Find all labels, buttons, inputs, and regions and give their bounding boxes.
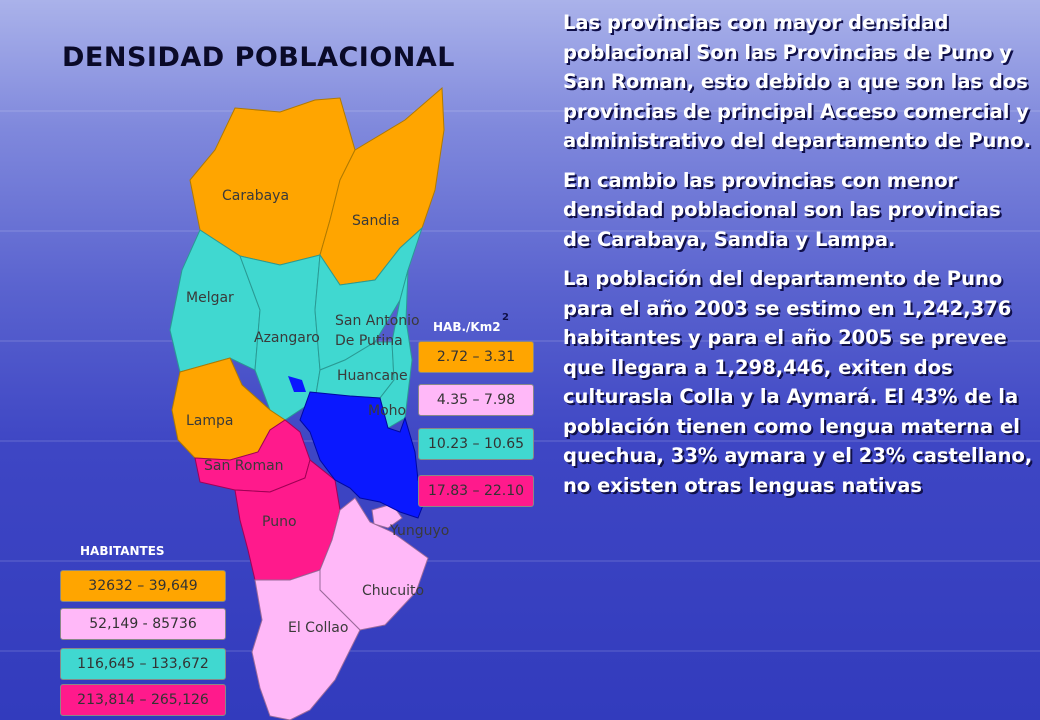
province-san-roman [194,419,311,493]
province-moho [379,269,413,429]
label-yunguyo: Yunguyo [389,523,449,539]
density-legend-item: 2.72 – 3.31 [418,341,534,373]
label-el-collao: El Collao [288,620,348,636]
population-legend-item: 32632 – 39,649 [60,570,226,602]
label-moho: Moho [368,403,406,419]
population-legend-item: 52,149 - 85736 [60,608,226,640]
label-carabaya: Carabaya [222,188,289,204]
label-azangaro: Azangaro [254,330,320,346]
population-legend-item: 116,645 – 133,672 [60,648,226,680]
slide-title: DENSIDAD POBLACIONAL [62,42,455,73]
population-legend-item: 213,814 – 265,126 [60,684,226,716]
label-de-putina: De Putina [335,333,403,349]
label-san-antonio: San Antonio [335,313,420,329]
label-melgar: Melgar [186,290,234,306]
density-legend-title: HAB./Km2 [433,320,501,334]
water-streak [0,110,1040,112]
density-legend-item: 17.83 – 22.10 [418,475,534,507]
water-streak [0,560,1040,562]
label-san-roman: San Roman [204,458,284,474]
paragraph-population: La población del departamento de Puno pa… [563,267,1033,497]
density-legend-superscript: 2 [502,312,509,323]
density-legend-header: HAB./Km2 [433,320,501,334]
water-streak [0,230,1040,232]
density-legend-item: 10.23 – 10.65 [418,428,534,460]
label-sandia: Sandia [352,213,400,229]
label-lampa: Lampa [186,413,233,429]
label-puno: Puno [262,514,297,530]
lagoon [288,376,306,392]
water-streak [0,650,1040,652]
paragraph-high-density: Las provincias con mayor densidad poblac… [563,11,1032,152]
lake-titicaca [299,391,426,519]
province-el-collao [251,569,361,720]
population-legend-header: HABITANTES [80,544,165,558]
paragraph-low-density: En cambio las provincias con menor densi… [563,168,1001,251]
label-huancane: Huancane [337,368,408,384]
puno-density-map: Carabaya Sandia Melgar Azangaro San Anto… [169,86,449,720]
description-panel: Las provincias con mayor densidad poblac… [563,8,1033,510]
label-chucuito: Chucuito [362,583,424,599]
density-legend-item: 4.35 – 7.98 [418,384,534,416]
